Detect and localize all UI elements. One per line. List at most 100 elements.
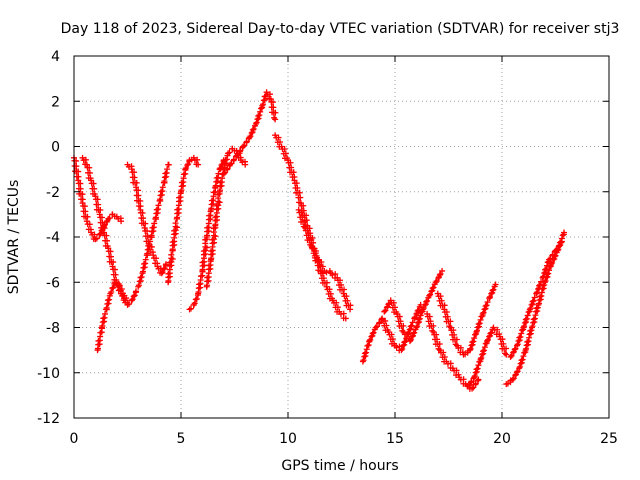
data-point-fill (382, 307, 389, 314)
data-point-fill (360, 357, 367, 364)
data-point-fill (297, 194, 304, 201)
data-point-fill (272, 109, 279, 116)
data-point-fill (414, 319, 421, 326)
data-point-fill (427, 318, 434, 325)
data-point-fill (474, 365, 481, 372)
data-point-fill (410, 330, 417, 337)
data-point-fill (282, 150, 289, 157)
data-point (133, 288, 140, 295)
data-point-fill (270, 104, 277, 111)
data-point-fill (474, 327, 481, 334)
data-point-fill (139, 209, 146, 216)
data-point-fill (481, 344, 488, 351)
data-point-fill (453, 336, 460, 343)
data-point-fill (86, 164, 93, 171)
data-point-fill (521, 349, 528, 356)
data-point-fill (534, 289, 541, 296)
data-point-fill (94, 196, 101, 203)
x-tick-label: 20 (493, 431, 511, 447)
data-point-fill (97, 329, 104, 336)
y-tick-label: 0 (51, 140, 60, 156)
data-point-fill (500, 340, 507, 347)
data-point-fill (512, 345, 519, 352)
series-sat-r (507, 238, 565, 360)
data-point-fill (222, 156, 229, 163)
data-point-fill (367, 336, 374, 343)
data-point-fill (217, 179, 224, 186)
data-point-fill (523, 315, 530, 322)
data-point-fill (111, 266, 118, 273)
data-point-fill (215, 170, 222, 177)
data-point-fill (77, 180, 84, 187)
data-point (163, 261, 170, 268)
data-point-fill (559, 232, 566, 239)
axis-ticks: 0 5 10 15 20 25 -12 -10 -8 -6 -4 -2 0 2 4 (37, 49, 618, 447)
data-point-fill (452, 341, 459, 348)
data-point-fill (153, 255, 160, 262)
data-point-fill (487, 330, 494, 337)
data-point-fill (281, 145, 288, 152)
data-point (381, 308, 388, 315)
data-point-fill (337, 277, 344, 284)
data-point-fill (487, 293, 494, 300)
data-point (342, 315, 349, 322)
data-point-fill (91, 185, 98, 192)
data-point (413, 324, 420, 331)
data-point-fill (511, 346, 518, 353)
data-point-fill (517, 333, 524, 340)
data-point-fill (203, 244, 210, 251)
data-point (242, 161, 249, 168)
data-point-fill (144, 233, 151, 240)
data-point-fill (255, 112, 262, 119)
data-point-fill (421, 301, 428, 308)
series-sat-g (186, 157, 227, 313)
data-point-fill (512, 372, 519, 379)
data-point (411, 315, 418, 322)
data-point-fill (226, 149, 233, 156)
data-point-fill (415, 316, 422, 323)
data-point (158, 270, 165, 277)
data-point (220, 170, 227, 177)
data-point-fill (430, 284, 437, 291)
data-point-fill (437, 271, 444, 278)
data-point-fill (429, 285, 436, 292)
data-point (520, 324, 527, 331)
y-tick-label: -8 (46, 321, 60, 337)
data-point-fill (468, 379, 475, 386)
data-point-fill (508, 352, 515, 359)
data-point-fill (140, 260, 147, 267)
data-point-fill (490, 286, 497, 293)
data-point-fill (159, 184, 166, 191)
data-point (477, 356, 484, 363)
data-point-fill (99, 219, 106, 226)
data-point-fill (531, 294, 538, 301)
data-point-fill (544, 259, 551, 266)
data-point-fill (482, 303, 489, 310)
data-point-fill (236, 148, 243, 155)
data-point-fill (183, 165, 190, 172)
data-point-fill (204, 274, 211, 281)
data-point-fill (484, 336, 491, 343)
data-point-fill (435, 274, 442, 281)
data-point-fill (312, 250, 319, 257)
data-point-fill (408, 322, 415, 329)
data-point (513, 342, 520, 349)
data-point-fill (153, 206, 160, 213)
data-point-fill (537, 281, 544, 288)
data-point-fill (385, 301, 392, 308)
data-point-fill (520, 353, 527, 360)
data-point-fill (103, 218, 110, 225)
data-point-fill (106, 215, 113, 222)
data-point-fill (481, 306, 488, 313)
data-point-fill (483, 302, 490, 309)
series-sat-o (434, 281, 499, 358)
data-point-fill (320, 275, 327, 282)
data-point-fill (184, 162, 191, 169)
data-point-fill (301, 218, 308, 225)
data-point-fill (97, 207, 104, 214)
data-point-fill (308, 236, 315, 243)
data-point-fill (365, 342, 372, 349)
data-point-fill (368, 333, 375, 340)
data-point-fill (478, 354, 485, 361)
data-point-fill (311, 245, 318, 252)
